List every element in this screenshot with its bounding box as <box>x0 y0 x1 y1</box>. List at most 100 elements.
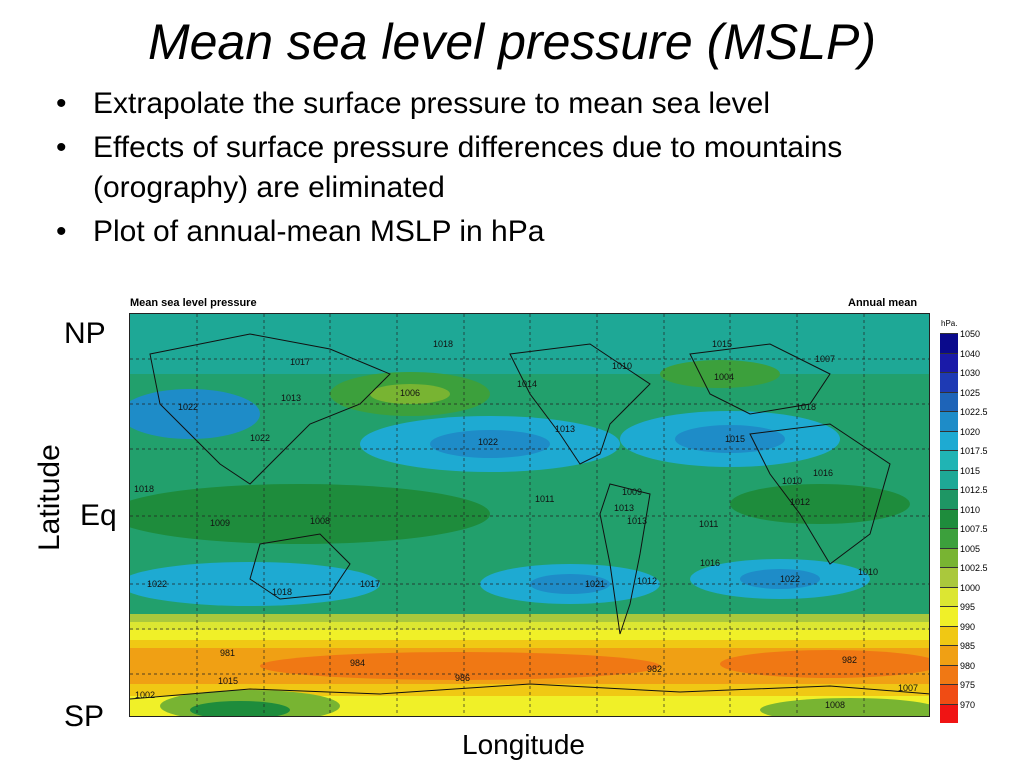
contour-value-label: 1009 <box>622 487 642 497</box>
colorbar-swatch <box>940 528 958 548</box>
colorbar-level-label: 1002.5 <box>960 563 988 573</box>
colorbar-swatch <box>940 586 958 606</box>
colorbar-swatch <box>940 684 958 704</box>
colorbar-swatch <box>940 547 958 567</box>
colorbar-level-label: 1022.5 <box>960 407 988 417</box>
colorbar-swatch <box>940 372 958 392</box>
colorbar-swatch <box>940 645 958 665</box>
pressure-band <box>130 614 929 622</box>
arctic-band <box>130 314 929 374</box>
colorbar-level-label: 1017.5 <box>960 446 988 456</box>
latitude-axis-label: Latitude <box>33 444 66 551</box>
colorbar-level-label: 1005 <box>960 543 981 554</box>
high-pressure-core <box>675 425 785 453</box>
colorbar-swatch <box>940 489 958 509</box>
contour-value-label: 1012 <box>790 497 810 507</box>
contour-value-label: 1022 <box>478 437 498 447</box>
contour-value-label: 1011 <box>699 519 718 529</box>
mslp-map-canvas: 1018 1015 1017 1007 1004 1010 1006 1014 1013 1022… <box>130 314 929 716</box>
colorbar-swatch <box>940 469 958 489</box>
contour-value-label: 1013 <box>614 503 634 513</box>
contour-value-label: 982 <box>842 655 857 665</box>
pressure-band <box>130 640 929 648</box>
icelandic-low <box>660 360 780 388</box>
colorbar-level-label: 1050 <box>960 329 981 339</box>
contour-value-label: 984 <box>350 658 365 668</box>
colorbar-swatch <box>940 352 958 372</box>
contour-value-label: 1015 <box>725 434 745 444</box>
contour-value-label: 1006 <box>400 388 420 398</box>
contour-value-label: 986 <box>455 673 470 683</box>
colorbar-swatch <box>940 567 958 587</box>
graticule <box>130 314 929 716</box>
contour-labels: 1018 1015 1017 1007 1004 1010 1006 1014 1013 1022… <box>134 339 918 710</box>
contour-value-label: 1008 <box>825 700 845 710</box>
colorbar-level-label: 970 <box>960 699 976 710</box>
circumpolar-trough <box>720 650 929 678</box>
coastline-north-america <box>509 343 651 465</box>
coastlines <box>130 333 929 700</box>
contour-value-label: 1015 <box>218 676 238 686</box>
bullet-dot: • <box>56 87 67 120</box>
contour-value-label: 1002 <box>135 690 155 700</box>
contour-value-label: 1008 <box>310 516 330 526</box>
colorbar-level-label: 1012.5 <box>960 485 988 495</box>
contour-value-label: 1012 <box>637 576 657 586</box>
map-header-left: Mean sea level pressure <box>130 297 257 309</box>
colorbar-swatch <box>940 450 958 470</box>
contour-value-label: 1010 <box>858 567 878 577</box>
colorbar-unit: hPa. <box>941 319 958 328</box>
colorbar-level-label: 1030 <box>960 368 981 378</box>
contour-value-label: 1018 <box>272 587 292 597</box>
colorbar-level-label: 1025 <box>960 387 981 398</box>
colorbar-swatch <box>940 703 958 723</box>
map-header-right: Annual mean <box>848 297 918 309</box>
contour-value-label: 1017 <box>360 579 380 589</box>
mslp-map: 1018 1015 1017 1007 1004 1010 1006 1014 1013 1022… <box>129 313 930 717</box>
colorbar-level-label: 990 <box>960 621 976 632</box>
bullet-text: Effects of surface pressure differences … <box>93 131 843 204</box>
bullet-item: • Extrapolate the surface pressure to mea… <box>56 84 956 124</box>
colorbar-level-label: 1007.5 <box>960 524 988 534</box>
coastline-africa <box>749 423 891 565</box>
contour-value-label: 1013 <box>627 516 647 526</box>
colorbar-level-label: 1020 <box>960 426 981 437</box>
colorbar-level-label: 975 <box>960 680 976 690</box>
contour-value-label: 1021 <box>585 579 605 589</box>
contour-value-label: 1022 <box>780 574 800 584</box>
contour-value-label: 1013 <box>281 393 301 403</box>
colorbar-swatch <box>940 664 958 684</box>
colorbar-swatch <box>940 333 958 353</box>
colorbar-swatch <box>940 606 958 626</box>
bullet-item: • Plot of annual-mean MSLP in hPa <box>56 212 956 252</box>
high-pressure-core <box>430 430 550 458</box>
equator-label: Eq <box>80 499 117 532</box>
coastline-south-america <box>599 483 651 635</box>
north-pole-label: NP <box>64 317 106 350</box>
high-pressure-cell <box>130 389 260 439</box>
colorbar-swatch <box>940 411 958 431</box>
colorbar-level-label: 1040 <box>960 348 981 359</box>
south-pole-label: SP <box>64 700 105 733</box>
coastline-asia <box>149 333 391 485</box>
colorbar-swatch <box>940 508 958 528</box>
colorbar-level-label: 1010 <box>960 504 981 515</box>
colorbar-swatch <box>940 625 958 645</box>
longitude-axis-label: Longitude <box>462 729 586 760</box>
circumpolar-trough <box>260 652 660 680</box>
aleutian-low-core <box>370 384 450 404</box>
coastline-australia <box>249 533 351 600</box>
colorbar-swatch <box>940 430 958 450</box>
antarctic-high <box>760 698 929 716</box>
bullet-item: • Effects of surface pressure differences… <box>56 128 956 208</box>
colorbar-level-label: 985 <box>960 641 976 651</box>
colorbar-swatch <box>940 391 958 411</box>
contour-value-label: 1014 <box>517 379 537 389</box>
contour-value-label: 982 <box>647 664 662 674</box>
colorbar-labels: 1050 1040 1030 1025 1022.5 1020 1017.5 1015 1012… <box>960 330 988 720</box>
coastline-antarctica <box>130 683 929 700</box>
slide-title: Mean sea level pressure (MSLP) <box>147 14 877 70</box>
colorbar-level-label: 980 <box>960 660 976 671</box>
contour-value-label: 1018 <box>796 402 816 412</box>
colorbar-level-label: 1000 <box>960 582 981 593</box>
